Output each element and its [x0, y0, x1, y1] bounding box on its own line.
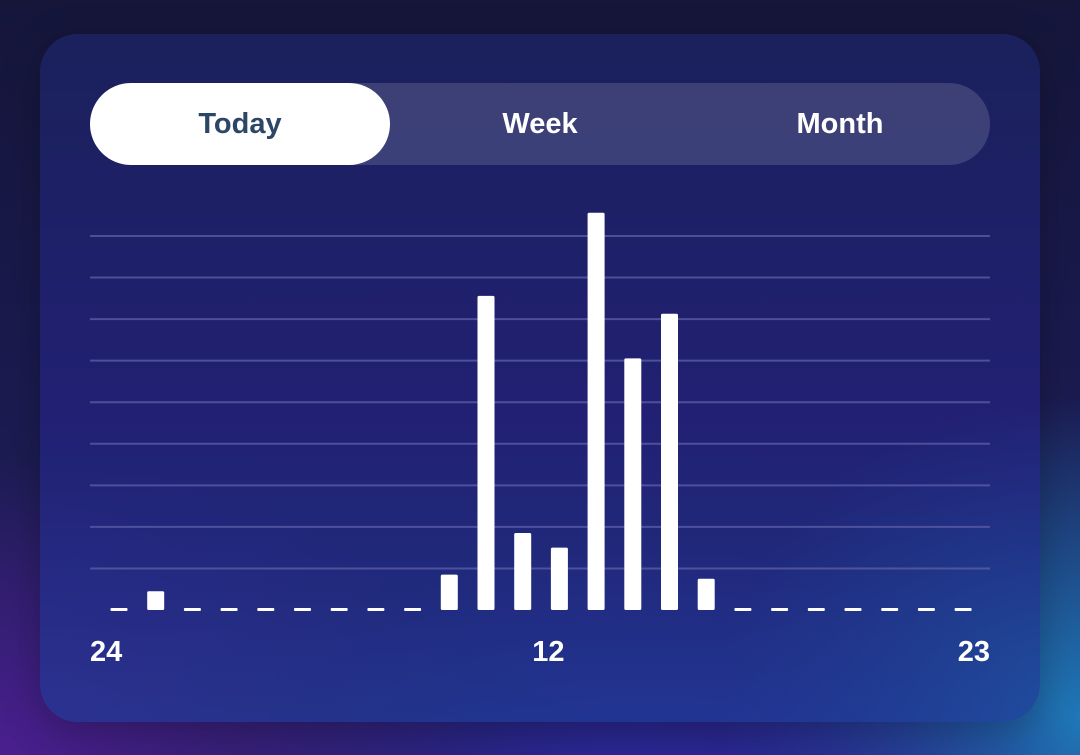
hourly-bar-chart: 24 12 23: [90, 212, 990, 668]
bar: [624, 358, 642, 610]
zero-marker: [294, 608, 311, 611]
bar: [697, 578, 715, 610]
zero-marker: [954, 608, 972, 611]
zero-marker: [807, 608, 825, 611]
tab-today[interactable]: Today: [90, 83, 390, 165]
zero-marker: [734, 608, 752, 611]
bar: [661, 313, 678, 610]
zero-marker: [330, 608, 348, 611]
tab-month[interactable]: Month: [796, 107, 884, 140]
period-selector: Today Week Month: [90, 83, 990, 165]
x-tick-label: 24: [90, 636, 122, 668]
zero-marker: [257, 608, 275, 611]
bar: [147, 591, 165, 610]
tab-week[interactable]: Week: [502, 107, 578, 140]
zero-marker: [917, 608, 935, 611]
zero-marker: [771, 608, 789, 611]
zero-marker: [367, 608, 385, 611]
gridlines: [90, 235, 990, 570]
zero-marker: [220, 608, 238, 611]
zero-marker: [844, 608, 862, 611]
zero-marker: [110, 608, 128, 611]
bar: [440, 574, 458, 610]
bar: [550, 547, 568, 610]
zero-marker: [183, 608, 201, 611]
bar: [514, 533, 532, 610]
activity-card: Today Week Month 24 12 23: [40, 34, 1040, 722]
bar: [477, 295, 495, 610]
zero-marker: [404, 608, 422, 611]
bar: [587, 212, 605, 610]
x-tick-label: 12: [532, 636, 564, 668]
zero-marker: [881, 608, 899, 611]
x-tick-label: 23: [958, 636, 990, 668]
bars: [110, 212, 972, 611]
x-axis-ticks: 24 12 23: [90, 636, 990, 668]
